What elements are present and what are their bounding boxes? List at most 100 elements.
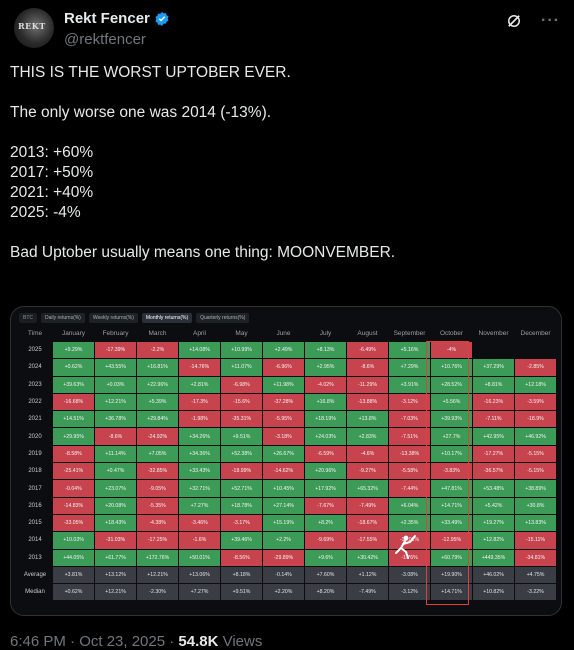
table-row: 2018 -25.41% +0.47% -32.85% +33.43% -18.99% -1… xyxy=(18,463,556,480)
return-cell: -3.22% xyxy=(515,584,556,601)
asset-select[interactable]: BTC xyxy=(19,313,37,323)
return-cell: +13.8% xyxy=(347,411,388,428)
column-header: September xyxy=(393,330,426,337)
tweet-line: Bad Uptober usually means one thing: MOO… xyxy=(10,244,396,261)
return-cell: -14.76% xyxy=(179,359,220,376)
return-cell: -17.55% xyxy=(347,532,388,549)
return-cell: +2.95% xyxy=(305,359,346,376)
return-cell: +18.78% xyxy=(221,497,262,514)
row-label: 2013 xyxy=(28,554,42,561)
table-row: 2025 +9.29% -17.39% -2.2% +14.08% +10.99% +2.4… xyxy=(18,342,556,359)
return-cell: +27.14% xyxy=(263,497,304,514)
return-cell: -32.85% xyxy=(137,463,178,480)
return-cell: +39.63% xyxy=(53,376,94,393)
return-cell: +60.79% xyxy=(431,549,472,566)
return-cell: -9.05% xyxy=(137,480,178,497)
author-block[interactable]: Rekt Fencer @rektfencer xyxy=(64,10,170,48)
tweet-blank-line xyxy=(10,123,560,143)
return-cell: +32.71% xyxy=(179,480,220,497)
return-cell: -14.83% xyxy=(53,497,94,514)
tweet-footer: 6:46 PM · Oct 23, 2025 · 54.8K Views xyxy=(10,633,262,650)
tweet-header: REKT Rekt Fencer @rektfencer ··· xyxy=(14,8,560,48)
return-cell: +8.20% xyxy=(305,584,346,601)
return-cell: -9.27% xyxy=(347,463,388,480)
handle[interactable]: @rektfencer xyxy=(64,31,146,48)
column-header: April xyxy=(192,330,206,337)
return-cell: -2.85% xyxy=(515,359,556,376)
row-label: 2014 xyxy=(28,537,42,544)
return-cell: -16.68% xyxy=(53,393,94,411)
return-cell: -7.44% xyxy=(389,480,430,497)
avatar[interactable]: REKT xyxy=(14,8,54,48)
return-cell: +19.27% xyxy=(473,514,514,532)
return-cell: +50.01% xyxy=(179,549,220,566)
return-cell: -4% xyxy=(431,342,472,359)
return-cell: +4.75% xyxy=(515,566,556,584)
table-row: 2013 +44.05% +61.77% +172.76% +50.01% -8.56% -… xyxy=(18,549,556,566)
return-cell: -17.3% xyxy=(179,393,220,411)
return-cell: +9.6% xyxy=(305,549,346,566)
return-cell: +9.51% xyxy=(221,428,262,445)
tweet-line: THIS IS THE WORST UPTOBER EVER. xyxy=(10,64,291,81)
row-label: 2022 xyxy=(28,399,42,406)
return-cell: -17.27% xyxy=(473,445,514,463)
tweet-actions: ··· xyxy=(505,12,560,30)
return-cell: +0.47% xyxy=(95,463,136,480)
tweet-media-image[interactable]: BTC Daily returns(%) Weekly returns(%) M… xyxy=(10,306,562,616)
return-cell: +8.2% xyxy=(305,514,346,532)
return-cell: +8.13% xyxy=(305,342,346,359)
grok-icon[interactable] xyxy=(505,12,523,30)
return-cell: +52.38% xyxy=(221,445,262,463)
return-cell: -24.92% xyxy=(137,428,178,445)
display-name[interactable]: Rekt Fencer xyxy=(64,10,170,27)
more-options-icon[interactable]: ··· xyxy=(541,12,560,29)
return-cell: +33.43% xyxy=(179,463,220,480)
chart-tabs: BTC Daily returns(%) Weekly returns(%) M… xyxy=(19,313,250,323)
return-cell: +14.71% xyxy=(431,584,472,601)
tab-daily-returns[interactable]: Daily returns(%) xyxy=(41,313,85,323)
return-cell: +12.21% xyxy=(95,584,136,601)
return-cell: -9.69% xyxy=(305,532,346,549)
return-cell: -7.67% xyxy=(305,497,346,514)
return-cell: -7.51% xyxy=(389,428,430,445)
tab-monthly-returns[interactable]: Monthly returns(%) xyxy=(141,313,193,323)
return-cell: +44.05% xyxy=(53,549,94,566)
views-count[interactable]: 54.8K xyxy=(178,633,219,650)
row-label: Average xyxy=(23,572,47,578)
return-cell: +0.03% xyxy=(95,376,136,393)
tab-quarterly-returns[interactable]: Quarterly returns(%) xyxy=(196,313,250,323)
return-cell: +7.05% xyxy=(137,445,178,463)
return-cell: -34.81% xyxy=(515,549,556,566)
tweet-line: The only worse one was 2014 (-13%). xyxy=(10,104,272,121)
return-cell: -2.2% xyxy=(137,342,178,359)
timestamp[interactable]: 6:46 PM · Oct 23, 2025 · xyxy=(10,633,179,650)
return-cell: -13.88% xyxy=(347,393,388,411)
row-label: 2018 xyxy=(28,468,42,475)
return-cell: +12.18% xyxy=(515,376,556,393)
return-cell: -3.12% xyxy=(389,393,430,411)
return-cell xyxy=(515,342,556,358)
return-cell: +61.77% xyxy=(95,549,136,566)
return-cell: +8.81% xyxy=(473,376,514,393)
return-cell: -6.98% xyxy=(221,376,262,393)
return-cell: +22.96% xyxy=(137,376,178,393)
column-header: May xyxy=(235,330,248,337)
return-cell: -0.04% xyxy=(53,480,94,497)
table-row: 2019 -8.58% +11.14% +7.05% +34.36% +52.38% +26… xyxy=(18,445,556,463)
return-cell: -8.58% xyxy=(53,445,94,463)
return-cell: -3.17% xyxy=(221,514,262,532)
return-cell: +18.43% xyxy=(95,514,136,532)
return-cell: +2.83% xyxy=(347,428,388,445)
return-cell: +13.12% xyxy=(95,566,136,584)
return-cell: -17.25% xyxy=(137,532,178,549)
return-cell: +14.51% xyxy=(53,411,94,428)
tab-weekly-returns[interactable]: Weekly returns(%) xyxy=(88,313,138,323)
return-cell: +33.49% xyxy=(431,514,472,532)
return-cell: -3.12% xyxy=(389,584,430,601)
return-cell: +18.19% xyxy=(305,411,346,428)
return-cell: +24.03% xyxy=(305,428,346,445)
table-row: 2015 -33.05% +18.43% -4.38% -3.46% -3.17% +15.… xyxy=(18,514,556,532)
return-cell: +11.14% xyxy=(95,445,136,463)
verified-badge-icon xyxy=(155,11,169,26)
return-cell: +26.67% xyxy=(263,445,304,463)
